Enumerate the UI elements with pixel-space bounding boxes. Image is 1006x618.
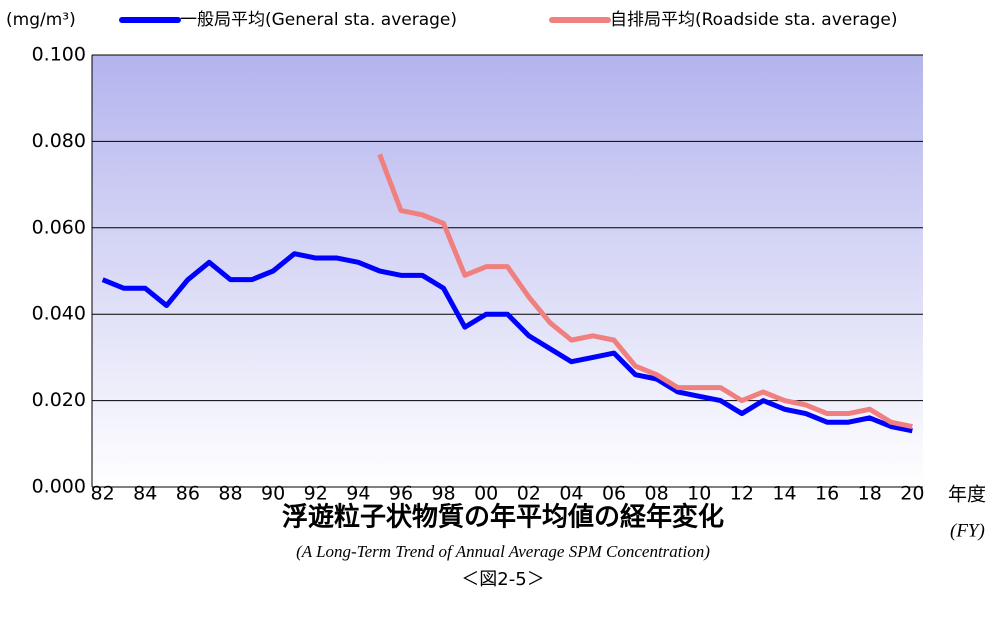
legend-label: 自排局平均(Roadside sta. average) [610, 10, 898, 30]
x-tick-label: 14 [772, 483, 796, 505]
x-tick-label: 98 [431, 483, 455, 505]
x-tick-label: 84 [133, 483, 157, 505]
y-tick-label: 0.000 [32, 476, 86, 498]
chart-title: 浮遊粒子状物質の年平均値の経年変化 [282, 502, 724, 533]
legend-label: 一般局平均(General sta. average) [180, 10, 457, 30]
x-label: 年度 [948, 484, 986, 506]
x-tick-label: 20 [900, 483, 924, 505]
y-tick-label: 0.100 [32, 44, 86, 66]
series-line [377, 153, 913, 429]
x-tick-label: 04 [559, 483, 583, 505]
x-tick-label: 94 [346, 483, 370, 505]
x-tick-label: 00 [474, 483, 498, 505]
x-tick-label: 18 [858, 483, 882, 505]
x-tick-label: 06 [602, 483, 626, 505]
x-tick-label: 96 [389, 483, 413, 505]
x-tick-label: 90 [261, 483, 285, 505]
series-line [101, 251, 913, 434]
y-tick-label: 0.080 [32, 130, 86, 152]
x-tick-label: 08 [645, 483, 669, 505]
x-tick-label: 88 [218, 483, 242, 505]
x-tick-label: 82 [91, 483, 115, 505]
y-unit: (mg/m³) [6, 10, 76, 30]
x-label-en: (FY) [950, 520, 985, 541]
x-tick-label: 16 [815, 483, 839, 505]
x-tick-label: 86 [176, 483, 200, 505]
y-tick-label: 0.040 [32, 303, 86, 325]
x-tick-label: 02 [517, 483, 541, 505]
figure-label: ＜図2-5＞ [461, 569, 544, 590]
y-tick-label: 0.020 [32, 389, 86, 411]
y-tick-label: 0.060 [32, 216, 86, 238]
x-tick-label: 10 [687, 483, 711, 505]
x-tick-label: 92 [304, 483, 328, 505]
subtitle: (A Long-Term Trend of Annual Average SPM… [296, 542, 710, 561]
x-tick-label: 12 [730, 483, 754, 505]
